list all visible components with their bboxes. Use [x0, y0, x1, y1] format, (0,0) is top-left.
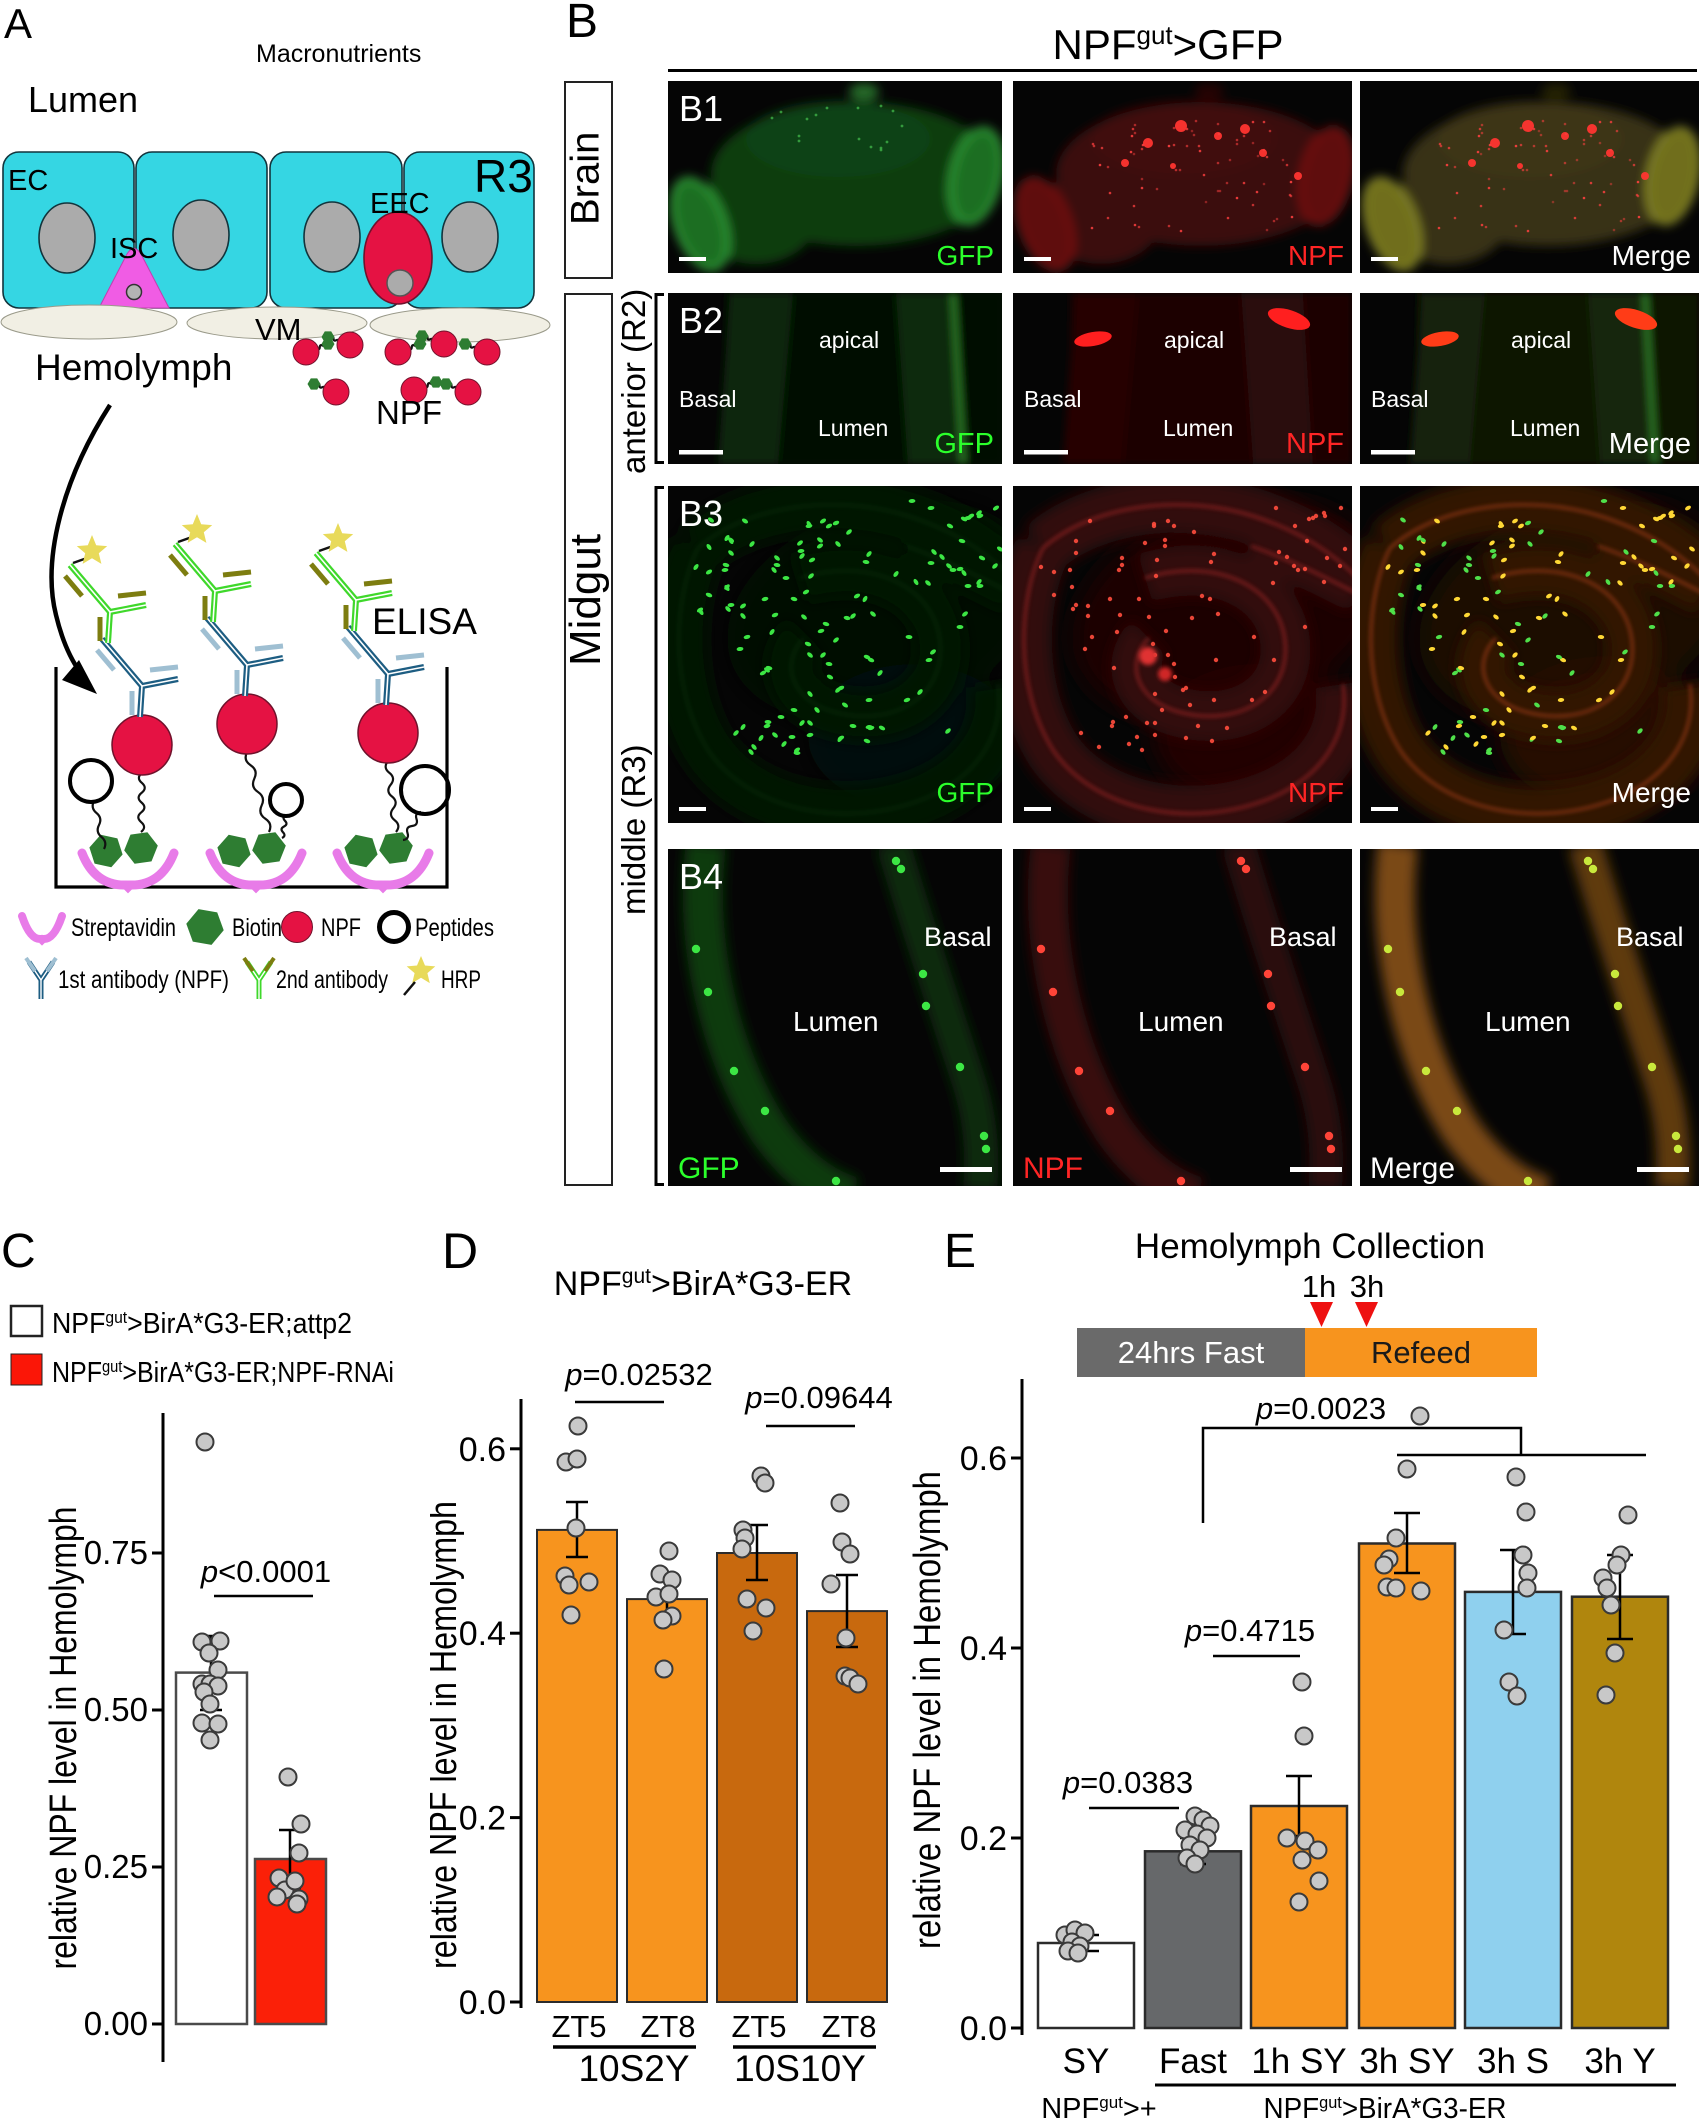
- svg-text:E: E: [944, 1230, 976, 1278]
- svg-text:0.0: 0.0: [960, 2010, 1007, 2048]
- svg-text:1st antibody (NPF): 1st antibody (NPF): [58, 966, 229, 994]
- svg-text:Peptides: Peptides: [415, 914, 494, 942]
- svg-text:p=0.0023: p=0.0023: [1255, 1391, 1386, 1426]
- svg-text:NPF: NPF: [321, 914, 361, 942]
- svg-text:ZT5: ZT5: [551, 2009, 606, 2044]
- svg-text:1h: 1h: [1302, 1269, 1336, 1304]
- svg-text:Streptavidin: Streptavidin: [71, 914, 176, 942]
- svg-text:NPF: NPF: [1288, 240, 1344, 271]
- svg-text:D: D: [442, 1230, 478, 1279]
- svg-text:0.00: 0.00: [84, 2005, 148, 2042]
- svg-text:GFP: GFP: [678, 1152, 740, 1185]
- svg-text:B1: B1: [679, 88, 723, 129]
- svg-text:NPFgut>BirA*G3-ER;attp2: NPFgut>BirA*G3-ER;attp2: [52, 1308, 352, 1340]
- svg-text:R3: R3: [474, 150, 533, 202]
- svg-text:2nd antibody: 2nd antibody: [276, 966, 388, 994]
- svg-text:0.2: 0.2: [960, 1820, 1007, 1858]
- svg-text:ELISA: ELISA: [372, 601, 477, 642]
- svg-text:GFP: GFP: [936, 777, 994, 808]
- svg-text:3h: 3h: [1350, 1269, 1384, 1304]
- svg-text:apical: apical: [1511, 327, 1571, 353]
- svg-text:relative NPF level in Hemolymp: relative NPF level in Hemolymph: [907, 1471, 949, 1949]
- svg-text:NPF: NPF: [1288, 777, 1344, 808]
- svg-text:10S2Y: 10S2Y: [578, 2048, 689, 2089]
- svg-text:GFP: GFP: [936, 240, 994, 271]
- svg-text:Lumen: Lumen: [818, 415, 888, 441]
- svg-text:0.4: 0.4: [960, 1630, 1007, 1668]
- svg-text:NPF: NPF: [1023, 1152, 1083, 1185]
- svg-text:Lumen: Lumen: [793, 1006, 879, 1037]
- svg-text:Basal: Basal: [1269, 922, 1337, 952]
- svg-text:p=0.4715: p=0.4715: [1184, 1613, 1315, 1648]
- svg-text:3h SY: 3h SY: [1359, 2042, 1454, 2081]
- svg-text:Macronutrients: Macronutrients: [256, 40, 421, 68]
- svg-text:Refeed: Refeed: [1371, 1335, 1471, 1370]
- svg-text:Basal: Basal: [924, 922, 992, 952]
- svg-text:0.2: 0.2: [459, 1800, 506, 1838]
- svg-text:NPFgut>BirA*G3-ER: NPFgut>BirA*G3-ER: [1264, 2093, 1507, 2125]
- svg-text:Lumen: Lumen: [28, 79, 138, 120]
- svg-text:apical: apical: [1164, 327, 1224, 353]
- svg-text:p=0.09644: p=0.09644: [744, 1380, 892, 1415]
- svg-text:C: C: [1, 1230, 36, 1278]
- svg-text:ZT5: ZT5: [731, 2009, 786, 2044]
- svg-text:Lumen: Lumen: [1510, 415, 1580, 441]
- svg-text:0.50: 0.50: [84, 1691, 148, 1728]
- svg-text:apical: apical: [819, 327, 879, 353]
- svg-text:relative NPF level in Hemolymp: relative NPF level in Hemolymph: [430, 1501, 465, 1969]
- svg-text:0.0: 0.0: [459, 1984, 506, 2022]
- svg-text:Basal: Basal: [1371, 386, 1429, 412]
- svg-text:3h S: 3h S: [1477, 2042, 1549, 2081]
- svg-text:EEC: EEC: [370, 188, 430, 220]
- svg-text:NPFgut>BirA*G3-ER;NPF-RNAi: NPFgut>BirA*G3-ER;NPF-RNAi: [52, 1357, 394, 1389]
- svg-text:HRP: HRP: [441, 966, 481, 994]
- svg-text:B2: B2: [679, 300, 723, 341]
- svg-text:p=0.0383: p=0.0383: [1062, 1765, 1193, 1800]
- svg-text:Biotin: Biotin: [232, 914, 282, 942]
- svg-text:B3: B3: [679, 493, 723, 534]
- svg-text:Fast: Fast: [1159, 2042, 1227, 2081]
- svg-text:NPFgut>BirA*G3-ER: NPFgut>BirA*G3-ER: [554, 1265, 852, 1303]
- svg-text:SY: SY: [1063, 2042, 1110, 2081]
- svg-text:NPFgut>+: NPFgut>+: [1041, 2093, 1157, 2125]
- svg-text:Merge: Merge: [1609, 428, 1691, 460]
- svg-text:Merge: Merge: [1370, 1152, 1455, 1185]
- svg-text:EC: EC: [8, 165, 48, 197]
- svg-text:Merge: Merge: [1612, 240, 1691, 271]
- svg-text:Basal: Basal: [1616, 922, 1684, 952]
- svg-text:ZT8: ZT8: [821, 2009, 876, 2044]
- svg-text:24hrs Fast: 24hrs Fast: [1118, 1335, 1265, 1370]
- svg-text:VM: VM: [255, 312, 302, 347]
- svg-text:Basal: Basal: [1024, 386, 1082, 412]
- svg-text:Lumen: Lumen: [1138, 1006, 1224, 1037]
- svg-text:10S10Y: 10S10Y: [734, 2048, 866, 2089]
- svg-text:1h SY: 1h SY: [1251, 2042, 1346, 2081]
- svg-text:Basal: Basal: [679, 386, 737, 412]
- svg-text:A: A: [4, 0, 32, 47]
- svg-text:NPF: NPF: [376, 394, 442, 431]
- svg-text:0.6: 0.6: [459, 1431, 506, 1469]
- svg-text:GFP: GFP: [934, 428, 994, 460]
- svg-text:p=0.02532: p=0.02532: [564, 1357, 712, 1392]
- svg-text:Lumen: Lumen: [1485, 1006, 1571, 1037]
- svg-text:Hemolymph Collection: Hemolymph Collection: [1135, 1230, 1485, 1266]
- svg-text:ZT8: ZT8: [640, 2009, 695, 2044]
- svg-text:relative NPF level in Hemolymp: relative NPF level in Hemolymph: [43, 1507, 85, 1970]
- svg-text:Hemolymph: Hemolymph: [35, 347, 232, 388]
- svg-text:0.4: 0.4: [459, 1615, 506, 1653]
- svg-text:0.25: 0.25: [84, 1848, 148, 1885]
- svg-text:ISC: ISC: [110, 233, 158, 265]
- svg-text:NPF: NPF: [1286, 428, 1344, 460]
- svg-text:Lumen: Lumen: [1163, 415, 1233, 441]
- svg-text:p<0.0001: p<0.0001: [200, 1554, 331, 1589]
- svg-text:Merge: Merge: [1612, 777, 1691, 808]
- svg-text:3h Y: 3h Y: [1584, 2042, 1655, 2081]
- svg-text:0.75: 0.75: [84, 1534, 148, 1571]
- svg-text:B4: B4: [679, 856, 723, 897]
- svg-text:0.6: 0.6: [960, 1440, 1007, 1478]
